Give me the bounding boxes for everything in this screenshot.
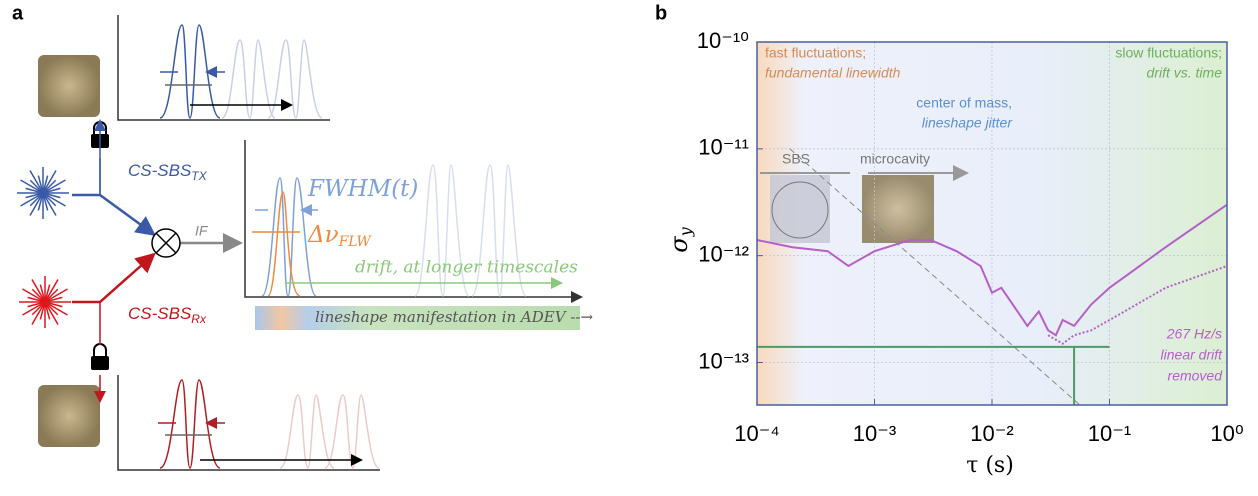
- fwhm-label: FWHM(t): [307, 176, 418, 202]
- x-tick-label: 10⁻³: [853, 421, 896, 446]
- y-tick-label: 10⁻¹²: [698, 241, 749, 266]
- y-axis-label: σy: [665, 226, 695, 252]
- figure: a CS-SBSTX CS-SBSRx IF linesha: [0, 0, 1258, 491]
- annotation: microcavity: [860, 151, 930, 167]
- top-spectrum: [118, 15, 330, 120]
- cavity-image: [38, 385, 100, 447]
- annotation: fundamental linewidth: [765, 65, 901, 81]
- cavity-image: [38, 55, 100, 117]
- annotation: slow fluctuations;: [1115, 45, 1222, 61]
- y-label-base: σ: [665, 236, 693, 253]
- x-tick-label: 10⁰: [1210, 421, 1243, 446]
- bottom-spectrum: [118, 375, 380, 470]
- y-label-sub: y: [676, 226, 695, 237]
- panel-a: a CS-SBSTX CS-SBSRx IF linesha: [12, 2, 593, 470]
- flw-label: ΔνFLW: [307, 222, 372, 250]
- adev-label: lineshape manifestation in ADEV --→: [315, 308, 593, 326]
- laser-icon: [17, 167, 69, 219]
- drift-label: drift, at longer timescales: [355, 258, 578, 278]
- annotation: 267 Hz/s: [1166, 326, 1222, 342]
- panel-b: b fast fluctuations; fundamental linewid…: [655, 2, 1227, 478]
- rx-sub: Rx: [191, 312, 207, 326]
- annotation: drift vs. time: [1147, 65, 1223, 81]
- flw-base: Δν: [307, 222, 339, 248]
- lock-icon: [91, 344, 109, 370]
- annotation: linear drift: [1161, 347, 1224, 363]
- panel-label: a: [12, 2, 24, 24]
- sbs-image: [770, 175, 830, 243]
- annotation: removed: [1168, 368, 1224, 384]
- x-tick-label: 10⁻²: [970, 421, 1013, 446]
- laser-icon: [19, 276, 71, 328]
- annotation: lineshape jitter: [922, 115, 1014, 131]
- x-tick-label: 10⁻⁴: [734, 421, 780, 446]
- tx-label: CS-SBSTX: [128, 161, 208, 183]
- rx-base: CS-SBS: [128, 304, 192, 323]
- annotation: SBS: [782, 151, 810, 167]
- annotation: fast fluctuations;: [765, 45, 866, 61]
- x-tick-label: 10⁻¹: [1088, 421, 1131, 446]
- if-label: IF: [195, 223, 209, 239]
- y-tick-label: 10⁻¹¹: [698, 135, 749, 160]
- rx-label: CS-SBSRx: [128, 304, 207, 326]
- flw-sub: FLW: [338, 234, 373, 250]
- tx-base: CS-SBS: [128, 161, 192, 180]
- y-tick-label: 10⁻¹³: [698, 348, 749, 373]
- cavity-image: [862, 175, 934, 243]
- mixer: [152, 229, 180, 257]
- panel-label: b: [655, 2, 667, 24]
- tx-sub: TX: [191, 169, 207, 183]
- y-tick-label: 10⁻¹⁰: [697, 28, 749, 53]
- annotation: center of mass,: [916, 95, 1012, 111]
- x-axis-label: τ (s): [966, 453, 1014, 478]
